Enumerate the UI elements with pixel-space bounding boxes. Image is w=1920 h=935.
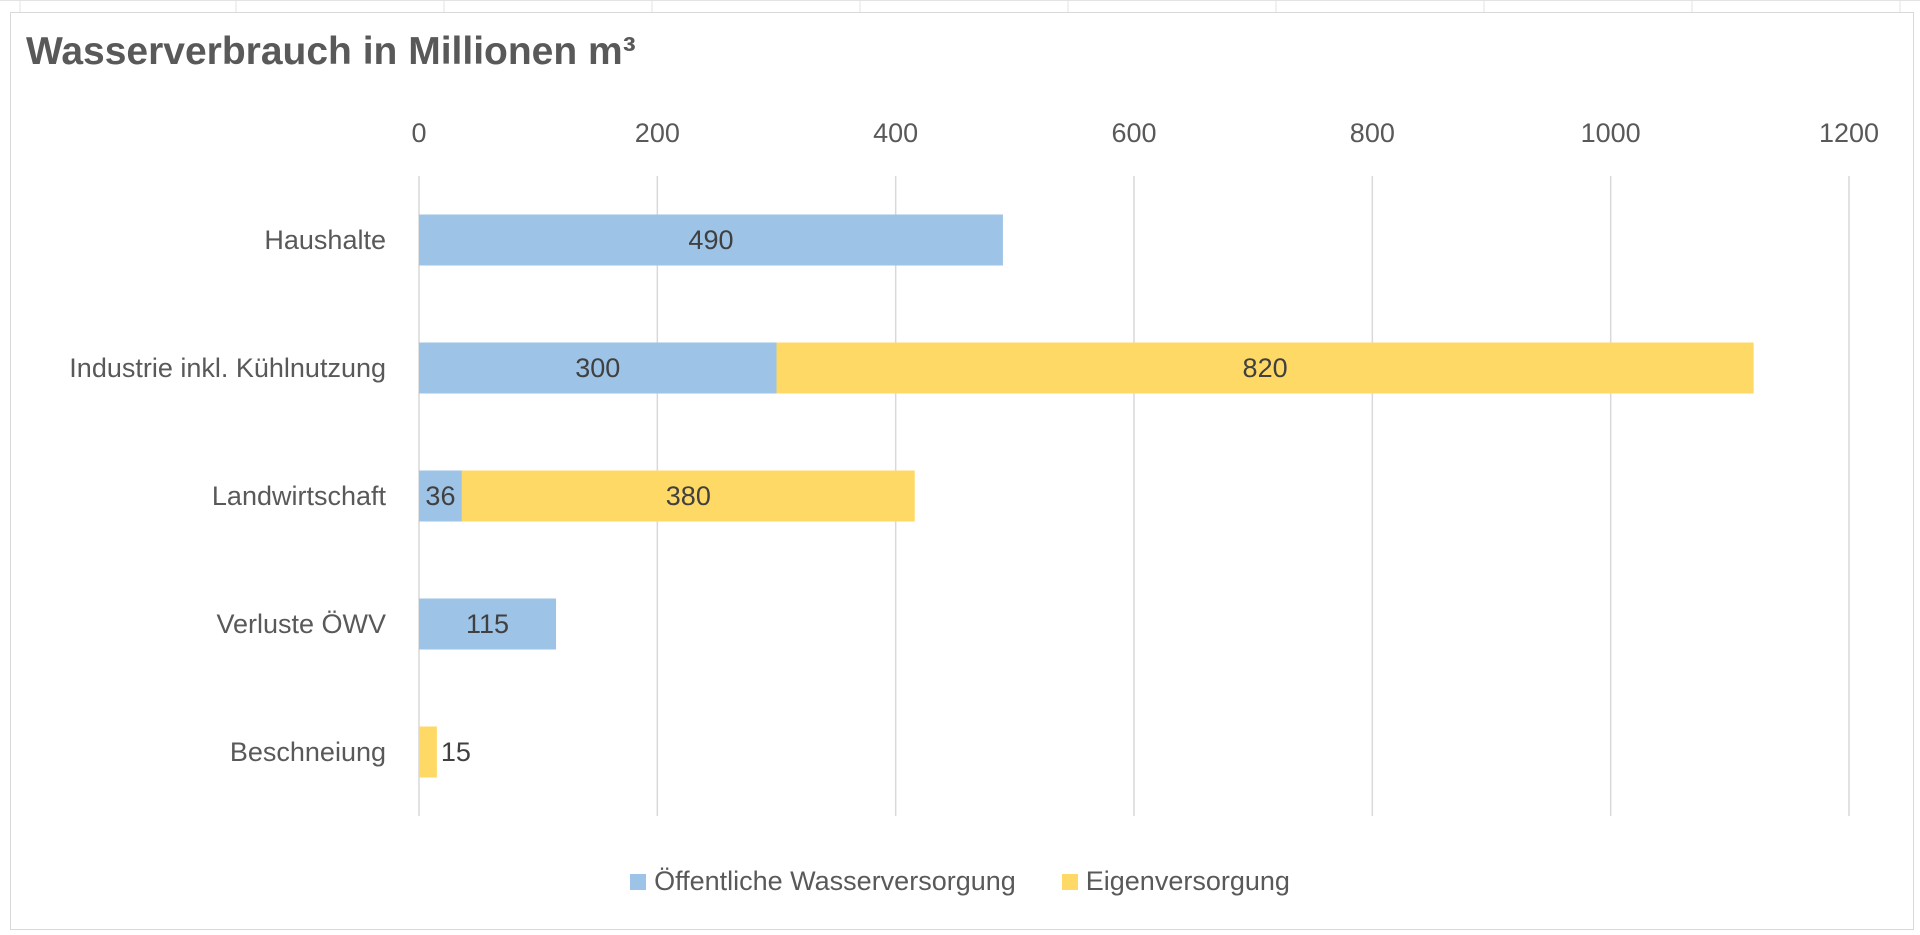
- category-label: Verluste ÖWV: [216, 609, 386, 639]
- legend: Öffentliche Wasserversorgung Eigenversor…: [0, 866, 1920, 897]
- x-tick-label: 200: [635, 118, 680, 148]
- x-tick-label: 1000: [1581, 118, 1641, 148]
- x-tick-label: 600: [1111, 118, 1156, 148]
- bar-segment: [419, 598, 557, 650]
- legend-swatch-public: [630, 873, 647, 890]
- x-tick-label: 400: [873, 118, 918, 148]
- data-label: 15: [441, 737, 471, 767]
- data-label: 490: [688, 225, 733, 255]
- legend-item-public: Öffentliche Wasserversorgung: [630, 866, 1016, 897]
- legend-label: Öffentliche Wasserversorgung: [654, 866, 1016, 896]
- bar-segment: [419, 726, 437, 778]
- category-label: Industrie inkl. Kühlnutzung: [69, 353, 386, 383]
- category-label: Beschneiung: [230, 737, 386, 767]
- data-label: 300: [575, 353, 620, 383]
- category-label: Haushalte: [264, 225, 386, 255]
- legend-swatch-own: [1061, 873, 1078, 890]
- x-tick-label: 800: [1350, 118, 1395, 148]
- legend-label: Eigenversorgung: [1085, 866, 1290, 896]
- bar-segment: [776, 342, 1754, 394]
- bar-segment: [419, 470, 462, 522]
- data-label: 820: [1243, 353, 1288, 383]
- bar-segment: [461, 470, 915, 522]
- x-tick-label: 1200: [1819, 118, 1879, 148]
- x-tick-label: 0: [411, 118, 426, 148]
- chart-title: Wasserverbrauch in Millionen m³: [26, 30, 636, 73]
- bar-segment: [419, 342, 777, 394]
- data-label: 36: [425, 481, 455, 511]
- chart-area[interactable]: [10, 12, 1914, 930]
- category-label: Landwirtschaft: [212, 481, 387, 511]
- data-label: 115: [466, 609, 509, 639]
- legend-item-own: Eigenversorgung: [1061, 866, 1290, 897]
- bar-segment: [419, 214, 1003, 266]
- data-label: 380: [666, 481, 711, 511]
